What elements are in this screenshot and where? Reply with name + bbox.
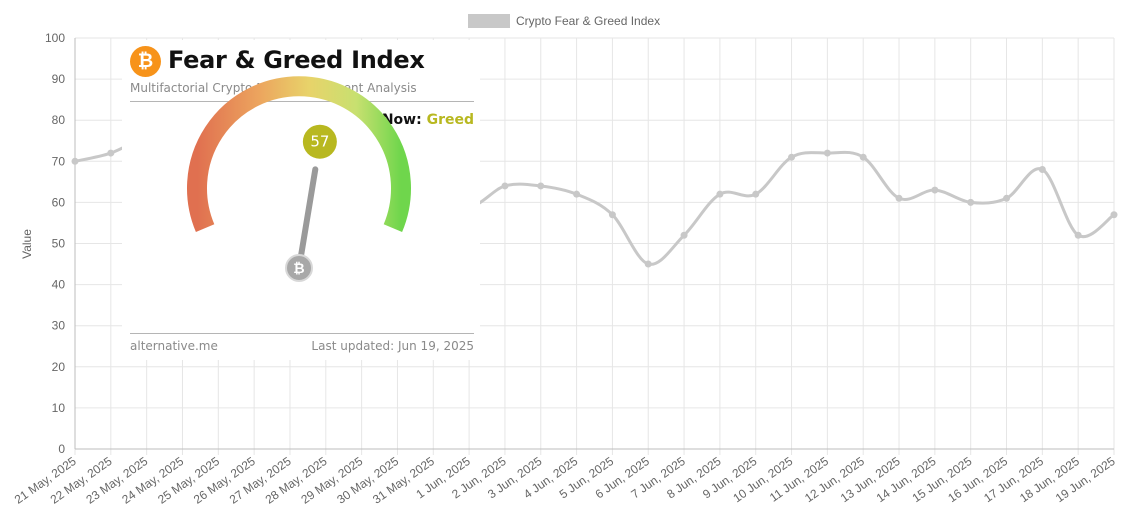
y-tick-label: 20 (52, 360, 66, 374)
data-point[interactable] (680, 231, 688, 239)
y-tick-label: 70 (52, 154, 66, 168)
legend-label[interactable]: Crypto Fear & Greed Index (516, 14, 660, 28)
data-point[interactable] (501, 182, 509, 190)
data-point[interactable] (644, 260, 652, 268)
data-point[interactable] (859, 153, 867, 161)
fear-greed-widget: ₿ Fear & Greed Index Multifactorial Cryp… (122, 40, 480, 360)
data-point[interactable] (716, 190, 724, 198)
y-tick-label: 10 (52, 401, 66, 415)
legend-swatch[interactable] (468, 14, 510, 28)
now-label: Now: (381, 112, 422, 128)
last-updated: Last updated: Jun 19, 2025 (311, 339, 474, 353)
y-tick-label: 100 (45, 31, 65, 45)
data-point[interactable] (788, 153, 796, 161)
y-tick-label: 0 (58, 442, 65, 456)
data-point[interactable] (967, 198, 975, 206)
data-point[interactable] (573, 190, 581, 198)
y-tick-label: 30 (52, 319, 66, 333)
data-point[interactable] (71, 157, 79, 165)
widget-footer-divider (130, 333, 474, 334)
gauge-needle (296, 166, 319, 271)
data-point[interactable] (823, 149, 831, 157)
gauge-value-text: 57 (310, 133, 329, 151)
data-point[interactable] (1110, 211, 1118, 219)
y-tick-label: 60 (52, 195, 66, 209)
data-point[interactable] (608, 211, 616, 219)
gauge-value-badge (302, 124, 337, 159)
y-tick-label: 90 (52, 72, 66, 86)
now-status: Now: Greed (382, 112, 474, 128)
data-point[interactable] (1074, 231, 1082, 239)
widget-divider (130, 101, 474, 102)
data-point[interactable] (107, 149, 115, 157)
widget-title: Fear & Greed Index (168, 46, 425, 74)
bitcoin-icon: ₿ (130, 46, 161, 77)
data-point[interactable] (895, 194, 903, 202)
gauge: ₿ 57 (187, 76, 411, 282)
y-axis-label: Value (20, 229, 34, 259)
bitcoin-hub-icon: ₿ (293, 261, 304, 277)
legend[interactable]: Crypto Fear & Greed Index (468, 14, 660, 28)
y-tick-label: 50 (52, 237, 66, 251)
data-point[interactable] (537, 182, 545, 190)
now-value: Greed (426, 112, 474, 128)
data-point[interactable] (1038, 166, 1046, 174)
data-point[interactable] (931, 186, 939, 194)
data-point[interactable] (752, 190, 760, 198)
chart-axes (74, 38, 1114, 450)
y-tick-labels: 0 10 20 30 40 50 60 70 80 90 100 (45, 31, 65, 456)
data-point[interactable] (1003, 194, 1011, 202)
y-tick-label: 40 (52, 278, 66, 292)
y-tick-label: 80 (52, 113, 66, 127)
gauge-hub (285, 254, 313, 282)
gauge-arc (187, 76, 411, 233)
source-link[interactable]: alternative.me (130, 339, 218, 353)
